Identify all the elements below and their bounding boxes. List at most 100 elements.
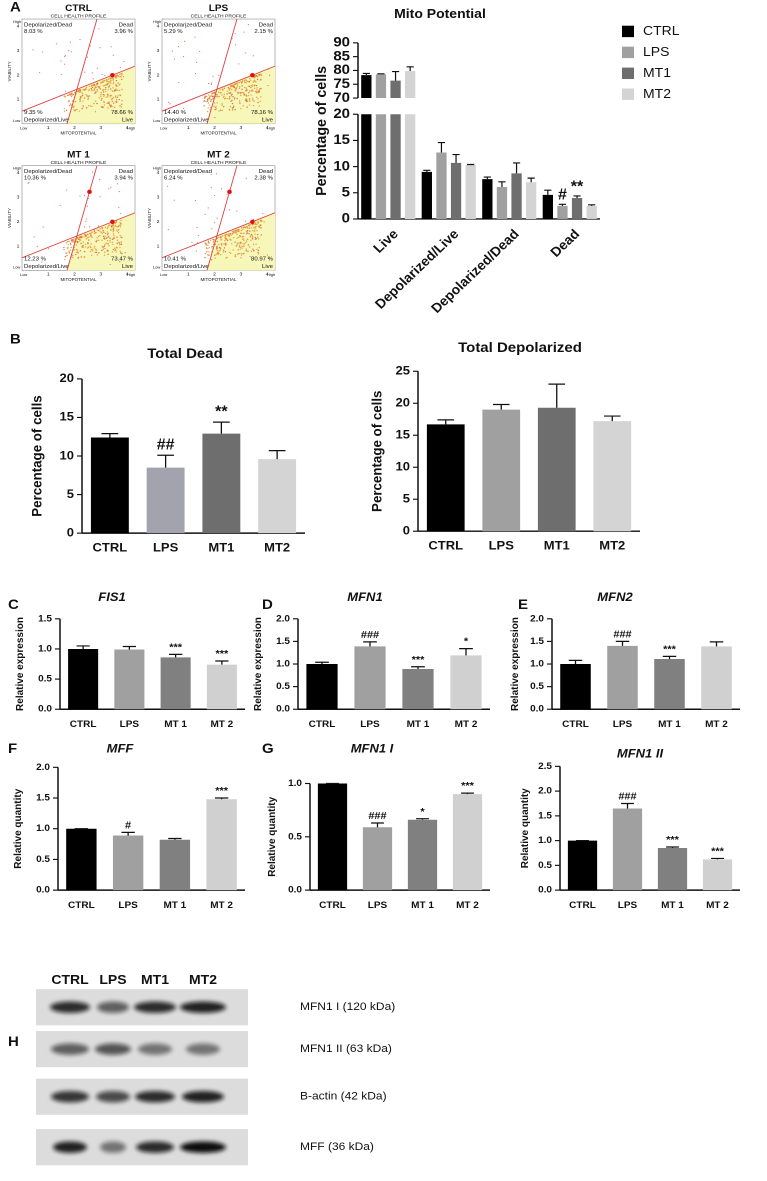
scatter-dot xyxy=(112,81,115,83)
scatter-dot xyxy=(240,254,243,256)
scatter-dot xyxy=(107,81,109,83)
scatter-dot xyxy=(247,95,250,97)
scatter-dot xyxy=(257,236,259,238)
scatter-dot xyxy=(107,236,110,238)
significance-mark: # xyxy=(558,187,567,204)
scatter-dot xyxy=(110,187,112,189)
scatter-dot xyxy=(89,105,92,107)
x-tick-label: MT 1 xyxy=(661,900,684,911)
scatter-dot xyxy=(119,261,121,263)
scatter-dot xyxy=(112,224,115,226)
quadrant-text: Dead xyxy=(259,169,273,175)
quadrant-text: 6.24 % xyxy=(164,176,183,182)
scatter-dot xyxy=(77,256,80,259)
scatter-dot xyxy=(109,239,111,242)
error-bar xyxy=(558,203,567,206)
scatter-dot xyxy=(206,100,209,102)
scatter-dot xyxy=(104,248,106,250)
x-tick-label: LPS xyxy=(120,719,140,730)
scatter-dot xyxy=(214,254,216,256)
scatter-dot xyxy=(245,226,247,228)
scatter-dot xyxy=(85,235,88,238)
x-tick-label: LPS xyxy=(118,900,138,911)
x-tick-label: CTRL xyxy=(562,719,589,730)
scatter-dot xyxy=(240,230,243,232)
scatter-dot xyxy=(205,243,208,245)
scatter-dot xyxy=(81,108,83,110)
y-axis-label: Relative quantity xyxy=(267,797,278,877)
scatter-dot xyxy=(208,246,211,249)
scatter-dot xyxy=(210,82,213,84)
scatter-dot xyxy=(75,241,77,243)
quadrant-text: 78.66 % xyxy=(111,110,133,116)
scatter-dot xyxy=(255,90,257,93)
scatter-dot xyxy=(107,78,110,80)
scatter-dot xyxy=(110,77,113,80)
scatter-dot xyxy=(252,81,255,83)
flow-y-tick: 1 xyxy=(157,97,160,103)
scatter-dot xyxy=(221,88,224,90)
scatter-dot xyxy=(110,104,112,106)
scatter-dot xyxy=(238,252,240,255)
flow-title: MT 2 xyxy=(207,150,230,161)
flow-y-tick: 4 xyxy=(157,170,160,176)
scatter-dot xyxy=(101,97,103,100)
scatter-dot xyxy=(93,89,95,92)
bar xyxy=(654,659,685,710)
scatter-dot xyxy=(213,221,216,223)
scatter-dot xyxy=(118,242,121,244)
scatter-dot xyxy=(67,246,69,249)
scatter-dot xyxy=(119,246,121,249)
bar xyxy=(407,819,438,891)
bar xyxy=(206,799,237,891)
scatter-dot xyxy=(96,229,98,231)
scatter-dot xyxy=(246,95,248,97)
lane-label: LPS xyxy=(99,972,126,987)
live-region xyxy=(67,212,135,271)
scatter-dot xyxy=(75,108,77,111)
bar xyxy=(567,840,598,891)
scatter-dot xyxy=(27,182,29,184)
scatter-dot xyxy=(215,173,217,175)
scatter-dot xyxy=(78,110,80,112)
scatter-dot xyxy=(82,106,85,108)
scatter-dot xyxy=(66,252,68,254)
scatter-dot xyxy=(251,89,253,91)
flow-low: Low xyxy=(153,265,161,270)
scatter-dot xyxy=(246,99,248,101)
panel-label: H xyxy=(8,1035,19,1051)
scatter-dot xyxy=(113,237,115,240)
scatter-dot xyxy=(254,233,256,235)
scatter-dot xyxy=(124,252,126,254)
blot-band xyxy=(138,1043,172,1055)
scatter-dot xyxy=(248,85,251,87)
scatter-dot xyxy=(233,85,236,87)
bar xyxy=(537,407,576,532)
scatter-dot xyxy=(239,248,241,251)
scatter-dot xyxy=(104,74,106,77)
y-tick-label: 1.0 xyxy=(36,823,50,834)
gate-point xyxy=(227,189,232,195)
scatter-dot xyxy=(209,95,212,97)
bar xyxy=(206,664,237,710)
scatter-dot xyxy=(219,254,222,256)
flow-y-label: VIABILITY xyxy=(7,208,12,228)
scatter-dot xyxy=(85,88,87,90)
scatter-dot xyxy=(96,239,98,242)
significance-mark: * xyxy=(464,636,469,648)
scatter-dot xyxy=(209,239,212,241)
scatter-dot xyxy=(266,254,268,256)
scatter-dot xyxy=(178,81,180,84)
scatter-dot xyxy=(104,235,106,237)
scatter-dot xyxy=(258,105,261,107)
blot-band xyxy=(51,1043,89,1055)
scatter-dot xyxy=(93,84,95,87)
scatter-dot xyxy=(244,220,247,222)
x-tick-label: MT 1 xyxy=(411,900,434,911)
bar xyxy=(114,649,145,710)
y-tick-label: 5 xyxy=(67,487,74,501)
scatter-dot xyxy=(205,95,208,97)
scatter-dot xyxy=(256,87,258,89)
x-tick-label: CTRL xyxy=(70,719,97,730)
scatter-dot xyxy=(203,97,206,99)
